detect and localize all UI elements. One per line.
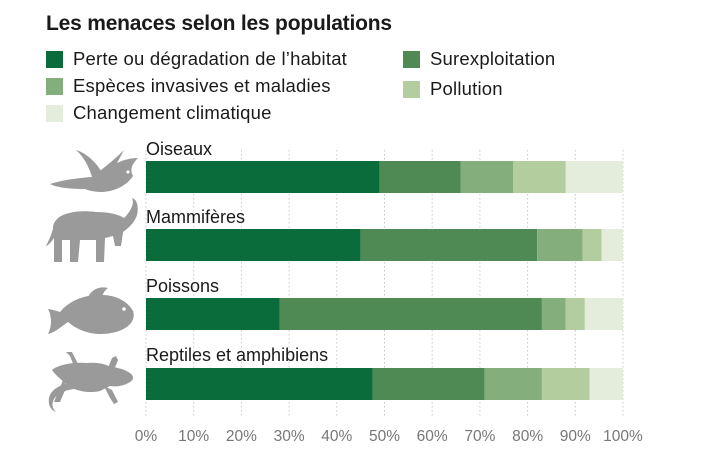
bar-oiseaux-changement-climatique bbox=[565, 161, 623, 193]
bars-group bbox=[146, 161, 623, 400]
category-label-oiseaux: Oiseaux bbox=[146, 139, 212, 159]
bar-poissons-surexploitation bbox=[279, 298, 542, 330]
bar-oiseaux-surexploitation bbox=[379, 161, 461, 193]
bar-poissons-perte-ou-degradation-de-l-habitat bbox=[146, 298, 280, 330]
bar-mammiferes-pollution bbox=[582, 229, 602, 261]
chart-title: Les menaces selon les populations bbox=[46, 12, 392, 35]
legend-swatch-pollution bbox=[403, 80, 420, 98]
legend-label-surexploitation: Surexploitation bbox=[430, 48, 556, 69]
elephant-icon bbox=[46, 198, 138, 262]
x-tick-label: 50% bbox=[369, 428, 400, 445]
bar-mammiferes-surexploitation bbox=[360, 229, 538, 261]
x-tick-label: 0% bbox=[135, 428, 158, 445]
bar-reptiles-et-amphibiens-perte-ou-degradation-de-l-habitat bbox=[146, 368, 373, 400]
legend-item-climat: Changement climatique bbox=[46, 102, 272, 124]
bar-reptiles-et-amphibiens-surexploitation bbox=[372, 368, 485, 400]
bar-reptiles-et-amphibiens-changement-climatique bbox=[589, 368, 623, 400]
x-tick-label: 90% bbox=[560, 428, 591, 445]
legend-swatch-habitat bbox=[46, 50, 63, 68]
legend-swatch-surexploitation bbox=[403, 50, 420, 68]
x-tick-label: 10% bbox=[178, 428, 209, 445]
x-axis-ticks: 0% 10% 20% 30% 40% 50% 60% 70% 80% 90% 100% bbox=[135, 428, 643, 445]
legend-item-surexploitation: Surexploitation bbox=[403, 48, 555, 70]
legend-swatch-invasives bbox=[46, 77, 63, 95]
bar-oiseaux-pollution bbox=[513, 161, 566, 193]
bar-poissons-pollution bbox=[565, 298, 585, 330]
x-tick-label: 100% bbox=[603, 428, 643, 445]
x-tick-label: 40% bbox=[321, 428, 352, 445]
lizard-icon bbox=[48, 352, 133, 412]
x-tick-label: 60% bbox=[417, 428, 448, 445]
legend-item-invasives: Espèces invasives et maladies bbox=[46, 75, 331, 97]
bar-mammiferes-especes-invasives-et-maladies bbox=[537, 229, 583, 261]
bar-oiseaux-especes-invasives-et-maladies bbox=[460, 161, 514, 193]
x-tick-label: 80% bbox=[512, 428, 543, 445]
legend-label-pollution: Pollution bbox=[430, 78, 503, 99]
bar-mammiferes-changement-climatique bbox=[601, 229, 623, 261]
bar-mammiferes-perte-ou-degradation-de-l-habitat bbox=[146, 229, 361, 261]
bar-reptiles-et-amphibiens-pollution bbox=[541, 368, 590, 400]
legend-label-invasives: Espèces invasives et maladies bbox=[73, 75, 331, 96]
category-labels: Oiseaux Mammifères Poissons Reptiles et amp… bbox=[146, 139, 328, 365]
legend-item-habitat: Perte ou dégradation de l’habitat bbox=[46, 48, 347, 70]
legend-swatch-climat bbox=[46, 104, 63, 122]
category-label-mammiferes: Mammifères bbox=[146, 207, 245, 227]
bird-icon bbox=[50, 150, 138, 192]
bar-oiseaux-perte-ou-degradation-de-l-habitat bbox=[146, 161, 380, 193]
fish-icon bbox=[48, 287, 134, 334]
legend-item-pollution: Pollution bbox=[403, 78, 503, 100]
category-label-reptiles-et-amphibiens: Reptiles et amphibiens bbox=[146, 345, 328, 365]
bar-reptiles-et-amphibiens-especes-invasives-et-maladies bbox=[484, 368, 542, 400]
bar-poissons-changement-climatique bbox=[584, 298, 623, 330]
bar-poissons-especes-invasives-et-maladies bbox=[541, 298, 566, 330]
legend-label-habitat: Perte ou dégradation de l’habitat bbox=[73, 48, 348, 69]
x-tick-label: 30% bbox=[274, 428, 305, 445]
category-label-poissons: Poissons bbox=[146, 276, 219, 296]
legend-label-climat: Changement climatique bbox=[73, 102, 272, 123]
x-tick-label: 70% bbox=[464, 428, 495, 445]
x-tick-label: 20% bbox=[226, 428, 257, 445]
gridlines bbox=[145, 150, 624, 417]
